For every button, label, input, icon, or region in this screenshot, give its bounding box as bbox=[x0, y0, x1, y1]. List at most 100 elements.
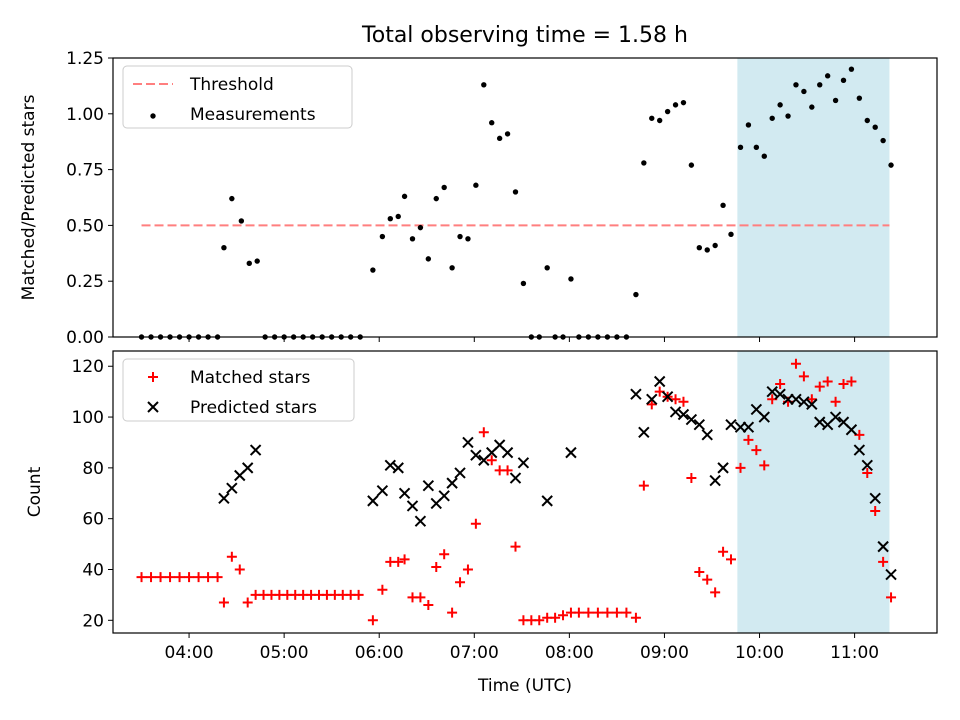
matched-point bbox=[710, 587, 721, 598]
measurement-point bbox=[761, 153, 767, 159]
matched-point bbox=[174, 572, 185, 583]
predicted-point bbox=[392, 462, 404, 474]
measurement-point bbox=[221, 245, 227, 251]
legend-measurement-swatch bbox=[150, 113, 156, 119]
measurement-point bbox=[872, 124, 878, 130]
legend-matched-swatch bbox=[148, 372, 158, 382]
y-tick-label: 20 bbox=[82, 611, 104, 631]
matched-point bbox=[431, 561, 442, 572]
matched-point bbox=[735, 462, 746, 473]
matched-point bbox=[165, 572, 176, 583]
matched-point bbox=[212, 572, 223, 583]
matched-point bbox=[550, 612, 561, 623]
measurement-point bbox=[864, 117, 870, 124]
matched-point bbox=[886, 592, 897, 603]
highlight-span bbox=[737, 351, 890, 633]
measurement-point bbox=[504, 131, 511, 137]
matched-point bbox=[743, 434, 754, 445]
matched-point bbox=[806, 394, 817, 405]
predicted-point bbox=[798, 396, 810, 408]
legend-label: Matched stars bbox=[190, 368, 310, 388]
matched-point bbox=[686, 473, 697, 484]
predicted-point bbox=[661, 391, 674, 403]
measurement-point bbox=[246, 260, 252, 267]
matched-point bbox=[146, 572, 157, 583]
measurement-point bbox=[641, 160, 647, 166]
predicted-point bbox=[630, 388, 642, 400]
measurement-point bbox=[496, 135, 503, 142]
measurement-point bbox=[229, 195, 235, 202]
measurement-point bbox=[441, 184, 447, 191]
predicted-point bbox=[742, 421, 755, 433]
predicted-point bbox=[541, 495, 553, 507]
matched-point bbox=[136, 572, 147, 583]
measurement-point bbox=[832, 97, 839, 104]
measurement-point bbox=[401, 193, 408, 200]
predicted-point bbox=[218, 492, 230, 505]
measurement-point bbox=[664, 108, 671, 115]
predicted-point bbox=[241, 462, 254, 474]
predicted-point bbox=[869, 492, 881, 505]
bottom-axes: 20 40 60 80 100 120 04:00 05:00 06:00 07:00 08:00 0… bbox=[25, 350, 938, 696]
predicted-point bbox=[249, 444, 262, 456]
measurement-point bbox=[395, 213, 401, 220]
measurement-point bbox=[856, 95, 863, 101]
matched-point bbox=[798, 371, 809, 382]
matched-point bbox=[630, 612, 641, 623]
matched-point bbox=[751, 445, 762, 456]
measurement-point bbox=[633, 291, 639, 298]
measurement-point bbox=[680, 99, 687, 106]
predicted-point bbox=[677, 408, 690, 421]
measurement-point bbox=[512, 189, 519, 195]
measurement-point bbox=[425, 256, 432, 262]
predicted-point bbox=[398, 487, 411, 499]
predicted-point bbox=[406, 500, 419, 512]
matched-point bbox=[759, 460, 770, 471]
matched-point bbox=[814, 381, 825, 392]
measurement-point bbox=[489, 120, 495, 126]
predicted-point bbox=[829, 411, 842, 423]
matched-point bbox=[838, 379, 849, 390]
predicted-point bbox=[384, 459, 397, 472]
y-tick-label: 0.75 bbox=[66, 161, 104, 181]
predicted-point bbox=[646, 393, 658, 405]
legend-box bbox=[122, 65, 353, 129]
predicted-point bbox=[853, 444, 866, 456]
measurement-point bbox=[656, 117, 663, 124]
matched-point bbox=[822, 376, 833, 387]
axes-frame bbox=[112, 350, 938, 634]
predicted-point bbox=[766, 385, 778, 398]
legend-label: Measurements bbox=[190, 105, 316, 125]
measurement-point bbox=[481, 82, 487, 88]
predicted-point bbox=[565, 446, 577, 459]
predicted-point bbox=[774, 388, 786, 400]
predicted-point bbox=[226, 482, 238, 494]
legend-box bbox=[122, 358, 355, 422]
legend: Threshold Measurements bbox=[122, 65, 353, 129]
matched-point bbox=[678, 396, 689, 407]
measurement-point bbox=[238, 218, 245, 224]
matched-point bbox=[862, 467, 873, 478]
top-axes: 0.00 0.25 0.50 0.75 1.00 1.25 Matched/Predicte… bbox=[19, 49, 938, 348]
predicted-point bbox=[685, 413, 698, 426]
matched-point bbox=[470, 518, 481, 529]
measurement-point bbox=[544, 265, 550, 271]
x-tick-label: 09:00 bbox=[640, 643, 689, 663]
measurement-point bbox=[809, 104, 815, 110]
matched-point bbox=[439, 549, 450, 560]
y-tick-label: 0.00 bbox=[66, 328, 104, 348]
predicted-point bbox=[725, 418, 737, 431]
measurement-point bbox=[704, 247, 710, 253]
x-axis-label: Time (UTC) bbox=[477, 676, 572, 696]
measurement-point bbox=[433, 195, 439, 202]
predicted-point bbox=[806, 398, 818, 411]
matched-point bbox=[646, 399, 657, 410]
predicted-point bbox=[861, 459, 873, 472]
measurement-point bbox=[254, 258, 260, 264]
predicted-point bbox=[414, 515, 427, 527]
x-tick-label: 11:00 bbox=[830, 643, 879, 663]
measurement-point bbox=[672, 102, 679, 108]
matched-point bbox=[592, 607, 603, 618]
measurement-point bbox=[745, 122, 752, 128]
